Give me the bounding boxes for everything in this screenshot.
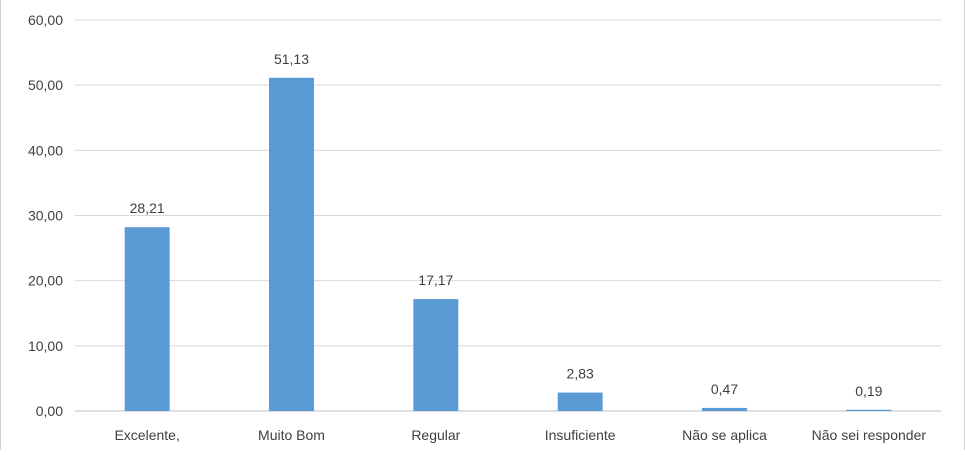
y-tick-label: 40,00 <box>28 142 63 158</box>
y-tick-label: 50,00 <box>28 77 63 93</box>
x-tick-label: Insuficiente <box>545 427 616 443</box>
gridlines <box>75 19 941 412</box>
bars <box>124 77 892 412</box>
y-axis-tick-labels: 0,00 10,00 20,00 30,00 40,00 50,00 60,00 <box>28 12 63 419</box>
bar <box>413 299 459 411</box>
x-tick-label: Não sei responder <box>812 427 927 443</box>
x-tick-label: Muito Bom <box>258 427 325 443</box>
x-tick-label: Excelente, <box>114 427 179 443</box>
x-tick-label: Não se aplica <box>682 427 767 443</box>
bar-value-label: 28,21 <box>130 200 165 216</box>
bar <box>702 407 747 411</box>
bar-value-label: 0,47 <box>711 381 738 397</box>
x-tick-label: Regular <box>411 427 460 443</box>
bar-value-label: 0,19 <box>855 383 882 399</box>
bar <box>557 392 603 411</box>
bar-value-label: 51,13 <box>274 51 309 67</box>
y-tick-label: 20,00 <box>28 273 63 289</box>
y-tick-label: 30,00 <box>28 208 63 224</box>
data-labels: 28,21 51,13 17,17 2,83 0,47 0,19 <box>130 51 883 399</box>
x-axis-tick-labels: Excelente, Muito Bom Regular Insuficiente Nã… <box>114 427 926 443</box>
bar-value-label: 2,83 <box>567 366 594 382</box>
bar <box>269 77 314 412</box>
y-tick-label: 60,00 <box>28 12 63 28</box>
bar <box>124 227 170 411</box>
y-tick-label: 0,00 <box>36 403 63 419</box>
bar <box>846 409 892 411</box>
y-tick-label: 10,00 <box>28 338 63 354</box>
bar-value-label: 17,17 <box>418 272 453 288</box>
